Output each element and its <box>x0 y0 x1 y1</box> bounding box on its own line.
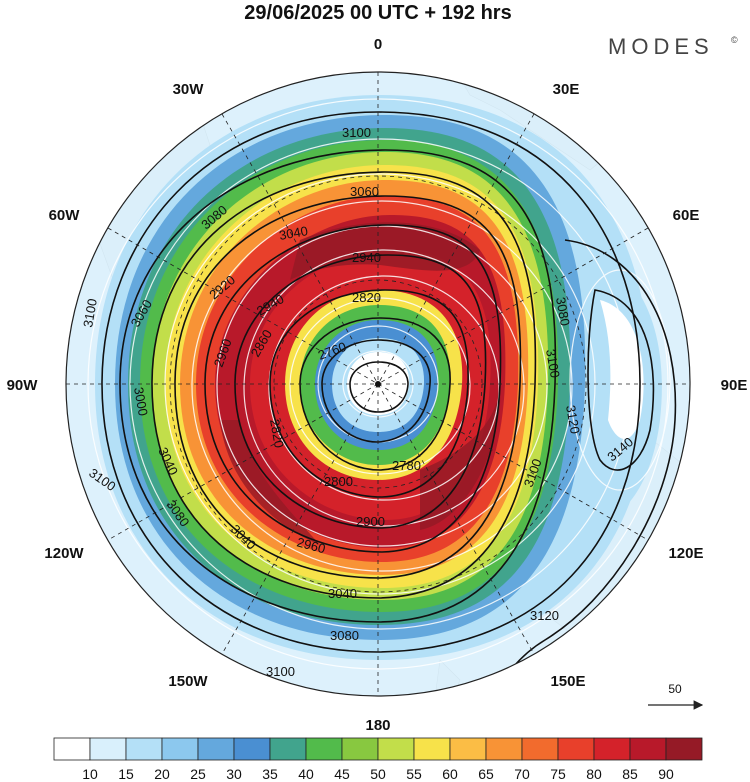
colorbar-tick-label: 30 <box>226 766 242 782</box>
south-pole-marker <box>375 381 381 387</box>
colorbar-swatch <box>593 737 631 761</box>
lon-label-180: 180 <box>365 717 390 734</box>
colorbar-swatch <box>557 737 595 761</box>
colorbar-swatch <box>89 737 127 761</box>
contour-label: 2820 <box>352 290 381 305</box>
colorbar-tick-label: 50 <box>370 766 386 782</box>
colorbar-swatch <box>521 737 559 761</box>
map-border <box>65 71 691 697</box>
colorbar-swatch <box>665 737 703 761</box>
contour-label: 3040 <box>328 586 357 601</box>
contour-label: 3120 <box>563 404 583 435</box>
lon-label-120w: 120W <box>44 545 84 562</box>
map-title: 29/06/2025 00 UTC + 192 hrs <box>244 2 511 24</box>
colorbar-swatch <box>413 737 451 761</box>
contour-label: 3040 <box>278 223 309 243</box>
lon-label-60e: 60E <box>673 207 700 224</box>
lon-label-90w: 90W <box>7 377 39 394</box>
colorbar-swatch <box>53 737 91 761</box>
contour-label: 2800 <box>324 474 353 489</box>
contour-label: 2940 <box>352 250 381 265</box>
contour-label: 3100 <box>80 297 100 328</box>
reference-vector-label: 50 <box>668 682 682 696</box>
colorbar-swatch <box>233 737 271 761</box>
contour-label: 2960 <box>295 534 327 556</box>
contour-label: 3000 <box>131 386 151 417</box>
contour-label: 3100 <box>543 348 563 379</box>
colorbar-swatch <box>449 737 487 761</box>
colorbar-swatch <box>197 737 235 761</box>
reference-vector: 50 <box>648 682 704 710</box>
contour-label: 2900 <box>356 514 385 529</box>
colorbar-tick-label: 15 <box>118 766 134 782</box>
colorbar-tick-label: 75 <box>550 766 566 782</box>
lon-label-150e: 150E <box>550 673 585 690</box>
colorbar-swatch <box>161 737 199 761</box>
contour-label: 3100 <box>266 664 295 679</box>
colorbar-tick-label: 10 <box>82 766 98 782</box>
lon-label-30w: 30W <box>173 81 205 98</box>
colorbar-tick-label: 60 <box>442 766 458 782</box>
colorbar-tick-label: 70 <box>514 766 530 782</box>
lon-label-60w: 60W <box>49 207 81 224</box>
lon-label-90e: 90E <box>721 377 748 394</box>
colorbar-tick-label: 80 <box>586 766 602 782</box>
colorbar-swatch <box>269 737 307 761</box>
colorbar-tick-label: 20 <box>154 766 170 782</box>
colorbar-tick-label: 25 <box>190 766 206 782</box>
colorbar-tick-label: 55 <box>406 766 422 782</box>
lon-label-150w: 150W <box>168 673 208 690</box>
colorbar-swatch <box>485 737 523 761</box>
longitude-labels: 0 30E 60E 90E 120E 150E 180 150W 120W 90… <box>7 36 748 734</box>
colorbar: 10 15 20 25 30 35 40 45 50 55 60 65 70 75 80 85 90 <box>53 737 703 782</box>
contour-label: 2780 <box>392 458 421 473</box>
colorbar-swatch <box>341 737 379 761</box>
colorbar-tick-label: 85 <box>622 766 638 782</box>
colorbar-tick-label: 45 <box>334 766 350 782</box>
lon-label-0: 0 <box>374 36 382 53</box>
colorbar-swatch <box>377 737 415 761</box>
map-disc <box>66 72 690 696</box>
contour-label: 3100 <box>342 125 371 140</box>
colorbar-swatch <box>305 737 343 761</box>
colorbar-tick-label: 90 <box>658 766 674 782</box>
contour-label: 3120 <box>530 608 559 623</box>
colorbar-swatch <box>125 737 163 761</box>
brand-copyright: © <box>731 35 738 45</box>
contour-label: 2820 <box>267 418 287 449</box>
colorbar-tick-label: 35 <box>262 766 278 782</box>
colorbar-swatch <box>629 737 667 761</box>
contour-label: 3080 <box>330 628 359 643</box>
colorbar-tick-label: 40 <box>298 766 314 782</box>
colorbar-tick-label: 65 <box>478 766 494 782</box>
lon-label-120e: 120E <box>668 545 703 562</box>
contour-label: 3060 <box>350 184 379 199</box>
brand-logo: MODES <box>608 34 714 59</box>
lon-label-30e: 30E <box>553 81 580 98</box>
contour-label: 3080 <box>553 296 573 327</box>
